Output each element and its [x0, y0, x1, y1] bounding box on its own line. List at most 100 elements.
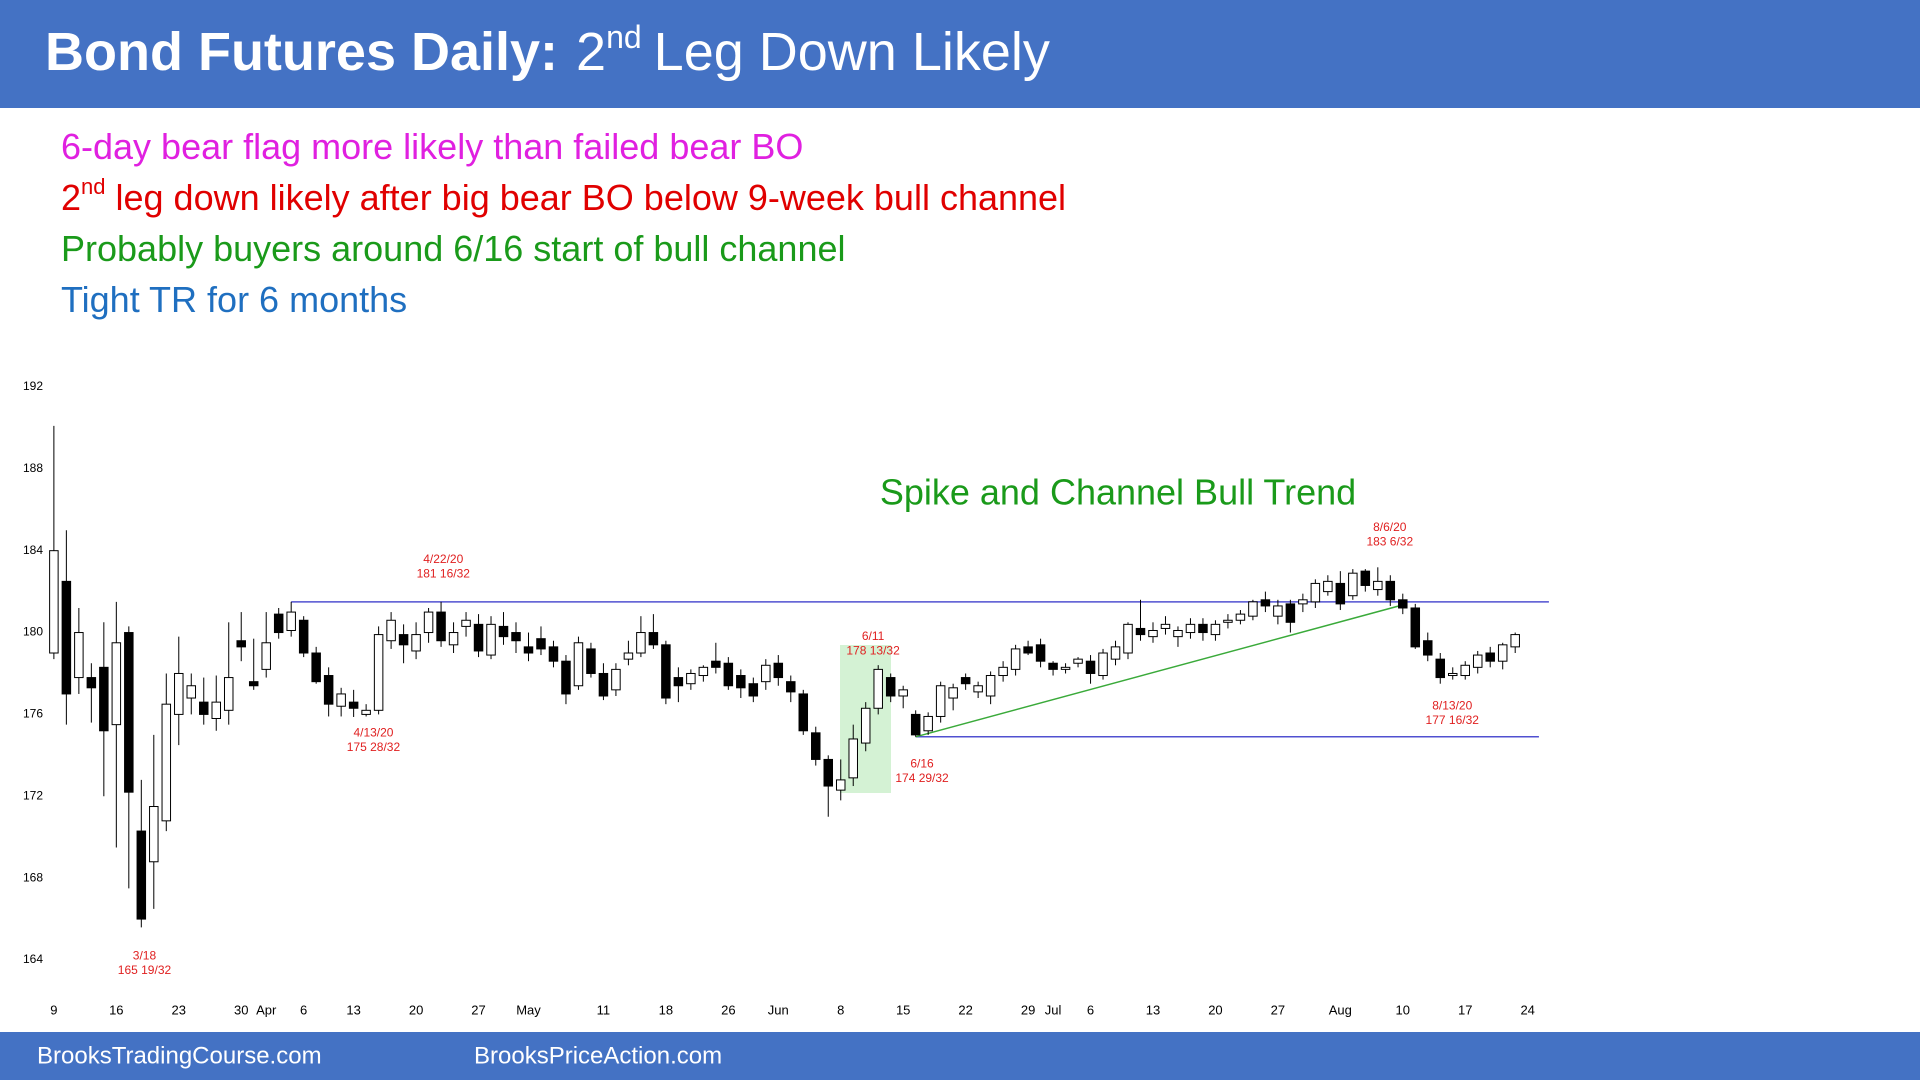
candle-body: [511, 632, 521, 642]
candle-body: [898, 689, 908, 697]
candle-body: [261, 642, 271, 670]
candle-body: [1385, 580, 1396, 601]
candle-body: [1235, 613, 1246, 621]
price-annotation: 3/18: [133, 949, 157, 963]
x-tick-label: 6: [300, 1002, 307, 1017]
candle-body: [873, 668, 883, 709]
candle-body: [661, 644, 671, 699]
x-tick-label: 29: [1021, 1002, 1035, 1017]
candle-body: [49, 550, 59, 654]
candle-body: [1360, 570, 1371, 586]
candle-body: [1410, 607, 1421, 648]
x-tick-label: May: [516, 1002, 541, 1017]
candle-body: [1373, 580, 1383, 591]
candle-body: [1198, 623, 1208, 634]
candle-body: [361, 709, 371, 715]
candle-body: [174, 672, 184, 715]
candle-body: [1447, 672, 1458, 677]
candle-body: [1298, 599, 1308, 605]
candle-body: [561, 660, 571, 695]
candle-body: [1273, 605, 1283, 617]
y-tick-label: 180: [23, 625, 43, 639]
candle-body: [835, 779, 846, 791]
candle-body: [436, 611, 446, 642]
x-tick-label: 24: [1520, 1002, 1534, 1017]
footer-link[interactable]: BrooksPriceAction.com: [474, 1042, 722, 1069]
title-bold: Bond Futures Daily:: [45, 22, 558, 82]
candle-body: [323, 675, 334, 705]
candle-body: [211, 701, 221, 720]
candle-body: [985, 675, 996, 697]
candle-body: [1510, 634, 1520, 648]
candle-body: [1073, 658, 1083, 664]
candle-body: [573, 642, 584, 687]
candle-body: [1023, 646, 1033, 654]
candle-body: [1173, 629, 1183, 638]
candle-body: [1110, 646, 1121, 660]
notes: 6-day bear flag more likely than failed …: [61, 126, 1066, 320]
y-tick-label: 188: [23, 461, 43, 475]
candle-body: [1085, 660, 1096, 674]
candle-body: [1148, 629, 1158, 638]
candle-body: [811, 732, 821, 760]
x-tick-label: 20: [409, 1002, 423, 1017]
candle-body: [236, 640, 246, 648]
candle-body: [885, 677, 896, 697]
candle-body: [798, 693, 809, 732]
candle-body: [1348, 572, 1358, 597]
candle-body: [611, 668, 621, 691]
candle-body: [136, 830, 147, 920]
candle-body: [411, 634, 421, 652]
candle-body: [748, 683, 759, 697]
candle-body: [286, 611, 296, 631]
candle-body: [486, 623, 496, 656]
title-rest: Leg Down Likely: [654, 22, 1050, 82]
footer-link[interactable]: BrooksTradingCourse.com: [37, 1042, 322, 1069]
candle-body: [723, 662, 734, 687]
note: 6-day bear flag more likely than failed …: [61, 126, 803, 167]
candle-body: [1185, 623, 1196, 634]
x-tick-label: 23: [172, 1002, 186, 1017]
x-tick-label: 26: [721, 1002, 735, 1017]
candle-body: [161, 703, 172, 822]
price-annotation: 175 28/32: [347, 740, 401, 754]
candle-body: [86, 677, 97, 689]
x-tick-label: Jun: [768, 1002, 789, 1017]
note-sup: nd: [81, 174, 105, 199]
y-tick-label: 172: [23, 788, 43, 802]
candle-body: [1223, 619, 1233, 623]
candle-body: [74, 632, 84, 679]
candle-body: [761, 664, 771, 683]
candle-body: [1485, 652, 1495, 662]
candle-body: [1210, 623, 1221, 636]
candle-body: [149, 806, 159, 863]
candle-body: [373, 634, 384, 711]
candle-body: [1160, 623, 1171, 629]
x-tick-label: 27: [1271, 1002, 1285, 1017]
note-text: leg down likely after big bear BO below …: [116, 177, 1067, 218]
x-tick-label: 30: [234, 1002, 248, 1017]
x-tick-label: 6: [1087, 1002, 1094, 1017]
candle-body: [586, 648, 596, 674]
candle-body: [923, 715, 933, 732]
price-annotation: 181 16/32: [417, 566, 471, 580]
x-tick-label: 18: [659, 1002, 673, 1017]
candle-body: [248, 681, 259, 687]
price-annotation: 165 19/32: [118, 963, 172, 977]
candle-body: [1048, 662, 1058, 670]
candle-body: [298, 619, 309, 654]
candle-body: [124, 632, 134, 793]
note-text: 6-day bear flag more likely than failed …: [61, 126, 803, 167]
price-annotation: 174 29/32: [895, 771, 949, 785]
candle-body: [823, 758, 834, 787]
x-tick-label: 20: [1208, 1002, 1222, 1017]
candle-body: [773, 662, 784, 679]
candle-body: [448, 632, 459, 646]
candle-body: [848, 738, 858, 779]
candle-body: [1435, 658, 1446, 679]
candle-body: [636, 632, 646, 654]
title-num: 2: [576, 22, 606, 82]
x-tick-label: Jul: [1045, 1002, 1062, 1017]
candle-body: [1260, 599, 1271, 607]
candle-body: [1310, 582, 1321, 603]
